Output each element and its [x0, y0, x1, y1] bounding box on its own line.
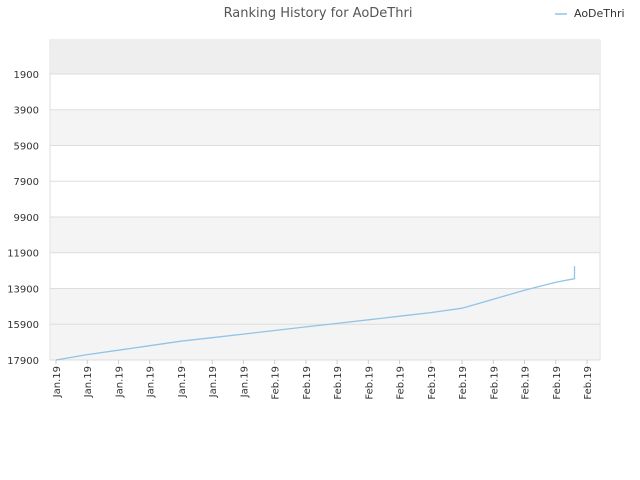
- x-tick-label: Jan.19: [177, 366, 188, 398]
- x-tick-label: Feb.19: [489, 366, 500, 400]
- series-line-aodethri: [55, 266, 576, 361]
- x-tick-label: Feb.19: [521, 366, 532, 400]
- x-tick-label: Jan.19: [52, 366, 63, 398]
- plot-band: [51, 216, 599, 253]
- plot-band: [51, 252, 599, 289]
- y-tick-label: 5900: [14, 141, 39, 152]
- plot-band: [51, 145, 599, 182]
- y-tick-label: 7900: [14, 177, 39, 188]
- x-tick-label: Feb.19: [302, 366, 313, 400]
- x-tick-label: Jan.19: [114, 366, 125, 398]
- x-tick-label: Jan.19: [83, 366, 94, 398]
- plot-band: [51, 40, 599, 74]
- y-tick-label: 15900: [7, 320, 39, 331]
- plot-background: [49, 39, 601, 361]
- y-tick-label: 9900: [14, 213, 39, 224]
- x-tick-label: Jan.19: [208, 366, 219, 398]
- y-tick-label: 13900: [7, 284, 39, 295]
- x-tick-label: Jan.19: [146, 366, 157, 398]
- legend-label-aodethri: AoDeThri: [574, 7, 625, 20]
- y-tick-label: 3900: [14, 106, 39, 117]
- x-tick-label: Feb.19: [552, 366, 563, 400]
- x-tick-label: Feb.19: [333, 366, 344, 400]
- y-tick-label: 1900: [14, 70, 39, 81]
- y-axis: 1900 3900 5900 7900 9900 11900 13900 15900 17900: [7, 70, 39, 367]
- plot-band: [51, 109, 599, 146]
- x-axis: Jan.19 Jan.19 Jan.19 Jan.19 Jan.19 Jan.19 Jan.…: [52, 360, 594, 400]
- x-tick-label: Feb.19: [271, 366, 282, 400]
- x-tick-label: Feb.19: [364, 366, 375, 400]
- series-layer: [55, 266, 576, 361]
- x-tick-label: Feb.19: [427, 366, 438, 400]
- legend: AoDeThri: [555, 7, 625, 20]
- y-tick-label: 17900: [7, 356, 39, 367]
- plot-band: [51, 181, 599, 217]
- x-tick-label: Feb.19: [396, 366, 407, 400]
- plot-band: [51, 324, 599, 360]
- plot-band: [51, 288, 599, 325]
- y-tick-label: 11900: [7, 249, 39, 260]
- x-tick-label: Feb.19: [583, 366, 594, 400]
- x-tick-label: Feb.19: [458, 366, 469, 400]
- chart-title: Ranking History for AoDeThri: [224, 6, 413, 21]
- plot-band: [51, 73, 599, 110]
- x-tick-label: Jan.19: [239, 366, 250, 398]
